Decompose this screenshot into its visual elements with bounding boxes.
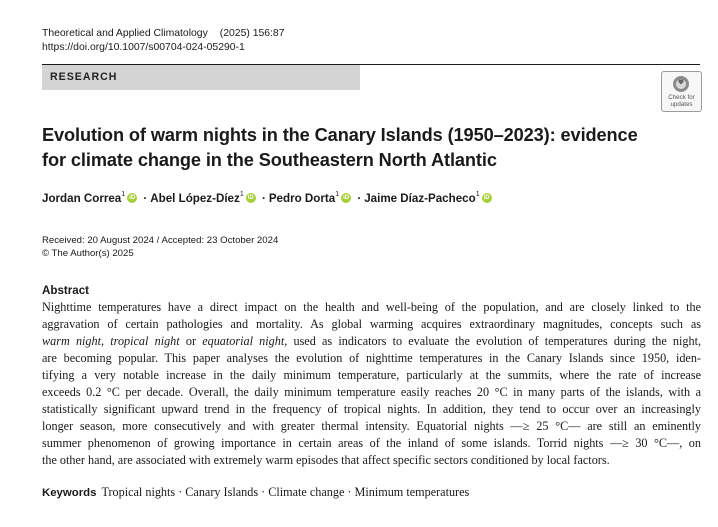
author-separator: · (143, 192, 148, 205)
abstract-line: summer phenomenon of growing importance … (42, 436, 701, 450)
copyright: © The Author(s) 2025 (42, 248, 134, 259)
abstract-body: Nighttime temperatures have a direct imp… (42, 299, 701, 469)
abstract-line: exceeds 0.2 °C per decade. Overall, the … (42, 385, 701, 399)
orcid-icon[interactable]: iD (481, 193, 492, 203)
journal-name: Theoretical and Applied Climatology (42, 28, 208, 39)
keywords: Keywords Tropical nights · Canary Islands… (42, 485, 469, 500)
title-line: for climate change in the Southeastern N… (42, 150, 497, 170)
affiliation-mark: 1 (475, 191, 480, 199)
author-list: Jordan Correa1 iD · Abel López-Díez1 iD · Pe… (42, 191, 492, 205)
check-for-updates-button[interactable]: Check for updates (661, 71, 702, 112)
affiliation-mark: 1 (121, 191, 126, 199)
title-line: Evolution of warm nights in the Canary I… (42, 125, 638, 145)
received-accepted: Received: 20 August 2024 / Accepted: 23 … (42, 235, 279, 246)
abstract-line: tifying a very notable increase in the d… (42, 368, 701, 382)
check-label-2: updates (670, 101, 693, 108)
doi-link[interactable]: https://doi.org/10.1007/s00704-024-05290… (42, 42, 245, 53)
author-name[interactable]: Jaime Díaz-Pacheco (364, 192, 476, 205)
check-label-1: Check for (668, 94, 695, 101)
abstract-line: are becoming popular. This paper analyse… (42, 351, 701, 365)
header-rule (42, 64, 700, 65)
author-name[interactable]: Jordan Correa (42, 192, 122, 205)
section-label: RESEARCH (50, 71, 118, 83)
keywords-list: Tropical nights · Canary Islands · Clima… (101, 485, 470, 499)
affiliation-mark: 1 (239, 191, 244, 199)
check-updates-icon (673, 76, 689, 92)
orcid-icon[interactable]: iD (341, 193, 352, 203)
orcid-icon[interactable]: iD (245, 193, 256, 203)
author-separator: · (357, 192, 362, 205)
abstract-heading: Abstract (42, 284, 90, 297)
abstract-line: warm night, tropical night or equatorial… (42, 334, 702, 348)
author-name[interactable]: Pedro Dorta (268, 192, 336, 205)
abstract-line: the other hand, are associated with extr… (42, 453, 610, 467)
section-band: RESEARCH (42, 65, 360, 90)
author-name[interactable]: Abel López-Díez (150, 192, 240, 205)
article-dates: Received: 20 August 2024 / Accepted: 23 … (42, 234, 278, 260)
affiliation-mark: 1 (335, 191, 340, 199)
journal-info: Theoretical and Applied Climatology (2025… (42, 27, 284, 40)
orcid-icon[interactable]: iD (127, 193, 138, 203)
keywords-heading: Keywords (42, 487, 97, 499)
author-separator: · (261, 192, 266, 205)
abstract-line: statistically significant upward trend i… (42, 402, 701, 416)
year-volume: (2025) 156:87 (219, 28, 285, 39)
abstract-line: Nighttime temperatures have a direct imp… (42, 300, 701, 314)
abstract-line: aggravation of certain pathologies and m… (42, 317, 701, 331)
paper-title: Evolution of warm nights in the Canary I… (42, 123, 682, 173)
abstract-line: longer season, more consecutively and wi… (42, 419, 701, 433)
